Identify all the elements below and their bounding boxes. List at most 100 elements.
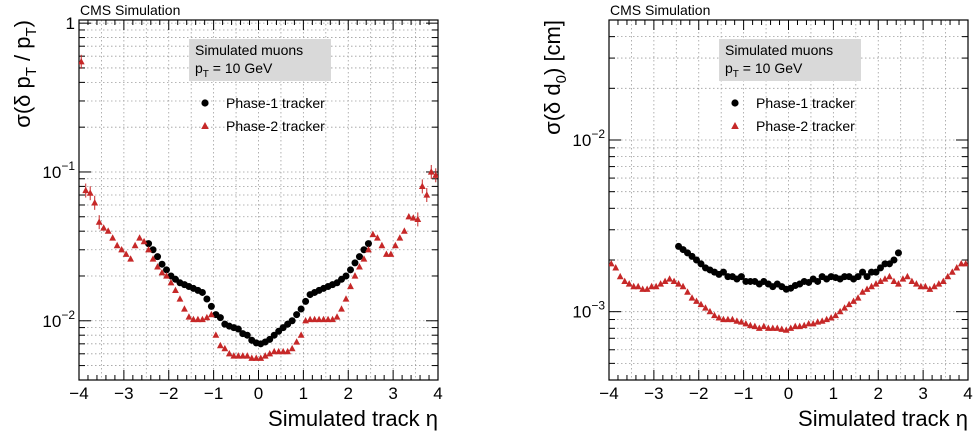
data-point-circle bbox=[342, 272, 350, 280]
data-point-triangle bbox=[751, 322, 759, 330]
data-point-triangle bbox=[176, 295, 184, 302]
y-tick-label: 10−3 bbox=[572, 299, 605, 322]
data-point-triangle bbox=[675, 280, 682, 287]
data-point-triangle bbox=[122, 250, 130, 257]
data-point-triangle bbox=[944, 272, 952, 280]
data-point-triangle bbox=[297, 331, 305, 338]
data-point-triangle bbox=[684, 288, 691, 295]
data-point-triangle bbox=[962, 260, 968, 267]
annotation-background bbox=[189, 39, 331, 81]
data-point-triangle bbox=[270, 347, 278, 355]
data-point-triangle bbox=[760, 322, 768, 330]
data-point-triangle bbox=[221, 344, 229, 352]
legend: Phase-1 tracker Phase-2 tracker bbox=[201, 95, 325, 134]
legend-label: Phase-2 tracker bbox=[226, 118, 325, 134]
data-point-triangle bbox=[845, 300, 853, 308]
data-point-triangle bbox=[239, 352, 247, 359]
data-point-triangle bbox=[711, 311, 718, 319]
data-point-circle bbox=[302, 297, 310, 305]
data-point-triangle bbox=[688, 294, 696, 301]
data-point-triangle bbox=[733, 317, 741, 324]
data-point-circle bbox=[207, 302, 215, 310]
data-point-triangle bbox=[185, 313, 193, 320]
data-point-triangle bbox=[625, 280, 633, 287]
data-point-circle bbox=[163, 266, 171, 274]
cms-simulation-label: CMS Simulation bbox=[610, 2, 710, 18]
x-tick-label: −3 bbox=[644, 384, 663, 403]
data-point-triangle bbox=[609, 260, 615, 267]
data-point-triangle bbox=[100, 224, 108, 231]
data-point-triangle bbox=[652, 282, 660, 290]
data-point-triangle bbox=[917, 282, 925, 290]
data-point-triangle bbox=[859, 288, 866, 295]
data-point-triangle bbox=[720, 315, 727, 323]
data-point-triangle bbox=[149, 255, 157, 262]
x-tick-label: −1 bbox=[204, 384, 223, 403]
data-point-circle bbox=[154, 253, 162, 261]
cms-simulation-label: CMS Simulation bbox=[80, 2, 180, 18]
annotation-line-1: Simulated muons bbox=[725, 42, 833, 58]
data-point-triangle bbox=[854, 294, 862, 301]
annotation-background bbox=[719, 39, 861, 81]
data-point-triangle bbox=[643, 285, 651, 292]
data-point-triangle bbox=[890, 277, 898, 285]
data-point-triangle bbox=[872, 280, 880, 287]
data-point-circle bbox=[355, 253, 363, 261]
data-point-triangle bbox=[333, 313, 341, 320]
x-axis-title: Simulated track η bbox=[798, 406, 968, 431]
data-point-circle bbox=[859, 268, 867, 276]
data-point-triangle bbox=[666, 275, 673, 282]
data-point-triangle bbox=[400, 227, 408, 234]
data-point-triangle bbox=[778, 325, 786, 332]
legend-marker-triangle bbox=[201, 122, 209, 129]
legend-marker-triangle bbox=[731, 122, 739, 129]
series-phase-2 bbox=[79, 54, 438, 361]
data-point-triangle bbox=[369, 230, 377, 238]
data-point-triangle bbox=[930, 282, 938, 290]
x-tick-label: 3 bbox=[388, 384, 397, 403]
data-point-triangle bbox=[275, 347, 283, 355]
data-point-circle bbox=[719, 268, 727, 276]
data-point-triangle bbox=[957, 260, 965, 267]
data-point-circle bbox=[863, 273, 871, 281]
data-point-triangle bbox=[396, 234, 404, 241]
data-point-circle bbox=[346, 266, 354, 274]
annotation-box: Simulated muons pT = 10 GeV bbox=[189, 39, 331, 81]
data-point-triangle bbox=[881, 275, 889, 282]
data-point-triangle bbox=[787, 324, 795, 331]
legend-marker-circle bbox=[731, 99, 739, 107]
data-point-triangle bbox=[899, 275, 907, 282]
data-point-triangle bbox=[360, 255, 368, 262]
data-point-triangle bbox=[702, 304, 709, 311]
annotation-line-2: pT = 10 GeV bbox=[725, 60, 803, 80]
y-axis-title: σ(δ pT / pT) bbox=[10, 20, 40, 128]
x-tick-label: 3 bbox=[918, 384, 927, 403]
data-point-triangle bbox=[324, 315, 332, 323]
data-point-triangle bbox=[356, 263, 363, 270]
data-point-triangle bbox=[715, 314, 723, 321]
x-tick-label: 2 bbox=[344, 384, 353, 403]
x-tick-label: −4 bbox=[69, 384, 88, 403]
data-point-triangle bbox=[755, 324, 763, 331]
data-point-triangle bbox=[948, 268, 956, 275]
legend: Phase-1 tracker Phase-2 tracker bbox=[731, 95, 855, 134]
data-point-triangle bbox=[818, 317, 826, 324]
data-point-triangle bbox=[306, 315, 314, 323]
annotation-line-1: Simulated muons bbox=[195, 42, 303, 58]
data-point-triangle bbox=[868, 282, 875, 290]
data-point-triangle bbox=[145, 245, 152, 253]
data-point-circle bbox=[890, 256, 898, 264]
y-tick-label: 10−2 bbox=[42, 308, 75, 331]
data-points bbox=[609, 242, 968, 333]
data-point-triangle bbox=[154, 263, 161, 270]
data-point-triangle bbox=[288, 344, 296, 352]
data-point-triangle bbox=[391, 241, 399, 249]
data-point-triangle bbox=[261, 352, 269, 359]
data-point-triangle bbox=[895, 280, 902, 287]
data-point-triangle bbox=[639, 285, 647, 292]
data-point-circle bbox=[198, 288, 206, 296]
data-point-triangle bbox=[234, 352, 242, 359]
data-point-triangle bbox=[935, 280, 943, 287]
data-point-triangle bbox=[279, 347, 287, 355]
data-point-triangle bbox=[315, 315, 323, 323]
